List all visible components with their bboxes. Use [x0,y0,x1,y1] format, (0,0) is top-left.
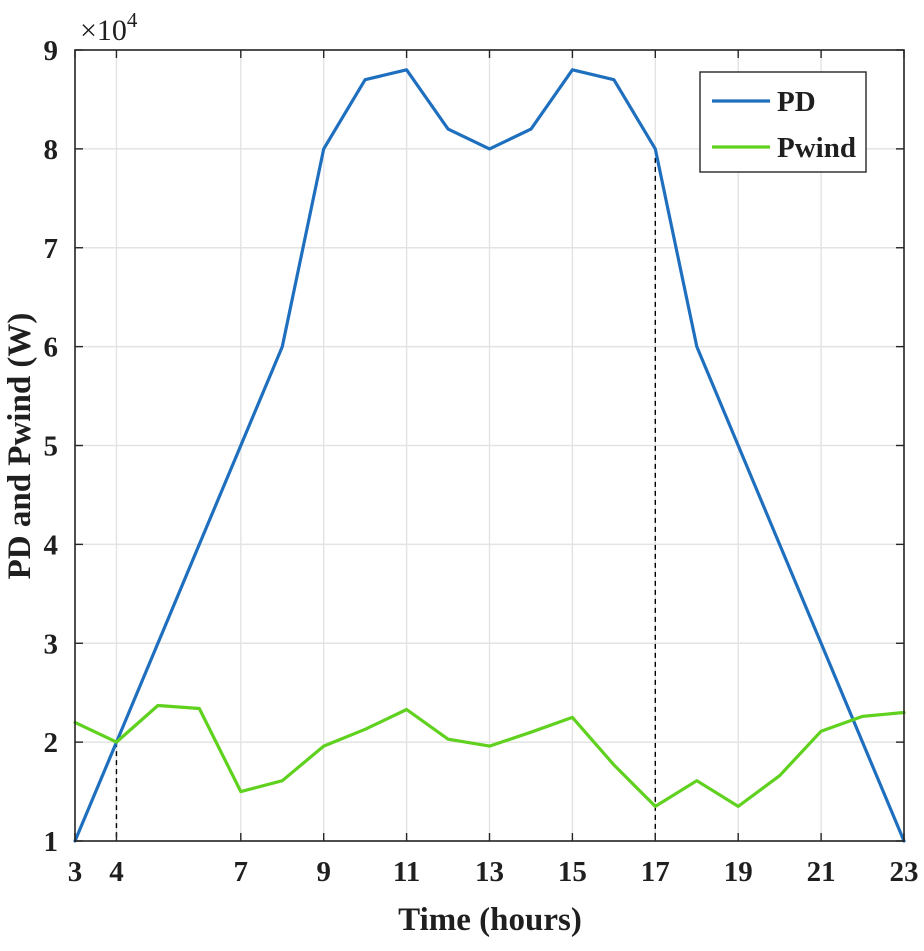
y-axis-label: PD and Pwind (W) [2,313,38,580]
y-axis-multiplier: ×104 [80,8,138,47]
x-tick-label: 23 [890,856,919,888]
legend-label-pd: PD [777,86,816,118]
y-tick-label: 4 [44,529,59,561]
series-line-pd [73,68,906,843]
x-tick-label: 9 [316,856,331,888]
series-line-pwind [73,703,906,809]
x-tick-label: 17 [641,856,670,888]
y-tick-label: 7 [44,233,59,265]
x-tick-label: 3 [68,856,83,888]
x-tick-label: 11 [393,856,420,888]
y-multiplier-base: ×10 [80,14,127,47]
reference-lines [115,148,656,841]
legend-label-pwind: Pwind [777,132,856,164]
y-tick-label: 3 [44,628,59,660]
y-tick-label: 9 [44,35,59,67]
legend-box [699,71,867,173]
y-tick-label: 1 [44,826,59,858]
x-axis-label: Time (hours) [398,902,582,938]
y-tick-label: 5 [44,431,59,463]
x-tick-label: 21 [807,856,836,888]
x-tick-label: 19 [724,856,753,888]
x-tick-label: 13 [475,856,504,888]
x-tick-label: 15 [558,856,587,888]
y-tick-label: 6 [44,332,59,364]
series-lines [73,68,906,843]
x-tick-label: 7 [234,856,249,888]
y-multiplier-exponent: 4 [127,8,138,32]
legend: PD Pwind [699,71,867,173]
y-tick-label: 2 [44,727,59,759]
x-tick-label: 4 [109,856,124,888]
y-tick-label: 8 [44,134,59,166]
legend-items: PD Pwind [712,86,856,164]
